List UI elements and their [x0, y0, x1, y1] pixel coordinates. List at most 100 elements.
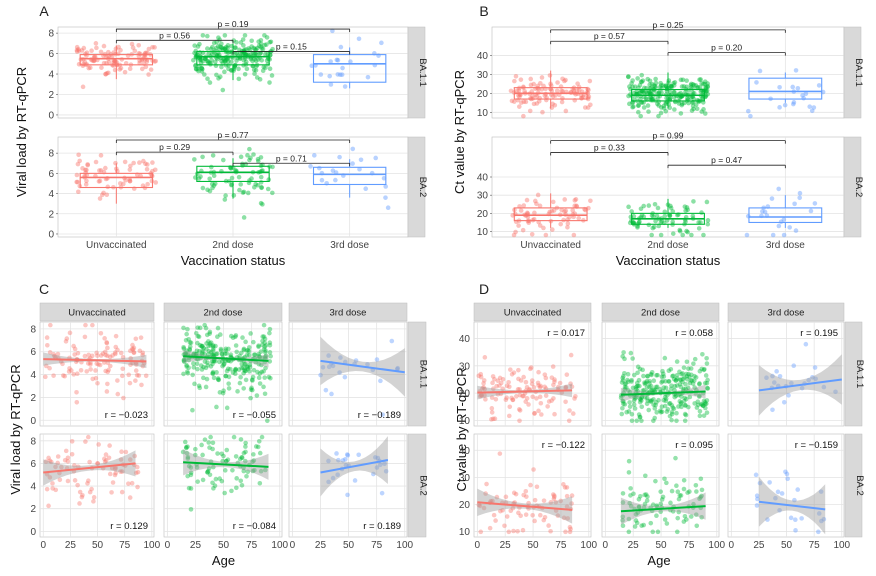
data-point: [634, 89, 639, 95]
data-point: [210, 369, 216, 375]
data-point: [700, 95, 705, 101]
data-point: [660, 378, 665, 384]
data-point: [62, 373, 67, 379]
data-point: [326, 353, 331, 358]
data-point: [649, 372, 654, 378]
data-point: [744, 232, 750, 238]
data-point: [212, 59, 218, 65]
data-point: [139, 66, 145, 72]
data-point: [535, 192, 541, 198]
data-point: [243, 52, 248, 58]
data-point: [146, 46, 152, 52]
data-point: [236, 367, 242, 372]
data-point: [523, 399, 529, 404]
data-point: [77, 489, 83, 495]
data-point: [626, 516, 632, 522]
data-point: [268, 39, 274, 45]
y-tick-label: 10: [459, 527, 471, 538]
data-point: [257, 381, 263, 386]
data-point: [636, 109, 641, 115]
data-point: [209, 57, 214, 63]
data-point: [684, 228, 689, 234]
data-point: [232, 64, 237, 70]
data-point: [653, 387, 658, 393]
data-point: [689, 372, 694, 378]
data-point: [104, 340, 109, 345]
data-point: [645, 76, 651, 82]
data-point: [121, 395, 126, 401]
data-point: [224, 351, 229, 356]
data-point: [705, 386, 711, 391]
data-point: [576, 87, 582, 93]
data-point: [702, 79, 708, 84]
data-point: [482, 393, 487, 398]
data-point: [222, 197, 228, 202]
data-point: [669, 417, 674, 423]
data-point: [219, 41, 224, 47]
data-point: [789, 380, 794, 386]
data-point: [565, 224, 570, 230]
data-point: [267, 340, 273, 345]
data-point: [131, 160, 136, 166]
data-point: [671, 406, 677, 412]
data-point: [626, 458, 632, 464]
data-point: [264, 58, 270, 63]
data-point: [115, 378, 120, 383]
data-point: [83, 167, 88, 173]
data-point: [231, 66, 237, 72]
y-tick-label: 4: [48, 189, 54, 200]
data-point: [654, 410, 660, 415]
p-value-label: p = 0.29: [159, 142, 190, 152]
data-point: [119, 449, 124, 455]
data-point: [247, 157, 252, 163]
data-point: [561, 482, 566, 487]
data-point: [671, 376, 677, 382]
facet-strip: [473, 302, 592, 322]
data-point: [254, 393, 260, 398]
data-point: [343, 456, 348, 462]
data-point: [97, 362, 103, 368]
data-point: [703, 88, 709, 94]
data-point: [256, 361, 262, 367]
data-point: [518, 208, 524, 213]
data-point: [671, 89, 677, 95]
data-point: [120, 366, 126, 372]
data-point: [203, 384, 209, 390]
data-point: [224, 458, 229, 464]
data-point: [247, 47, 253, 52]
data-point: [217, 476, 222, 481]
data-point: [663, 379, 668, 384]
data-point: [99, 192, 105, 198]
data-point: [676, 404, 681, 409]
data-point: [215, 325, 221, 331]
x-tick-label: 0: [40, 540, 46, 551]
data-point: [233, 51, 238, 57]
data-point: [65, 455, 71, 461]
y-tick-label: 40: [459, 334, 471, 345]
data-point: [690, 82, 696, 87]
data-point: [237, 47, 242, 53]
data-point: [102, 456, 107, 462]
data-point: [639, 394, 645, 400]
data-point: [98, 153, 104, 158]
data-point: [645, 90, 650, 96]
data-point: [776, 186, 782, 192]
data-point: [683, 208, 688, 214]
data-point: [529, 381, 535, 387]
data-point: [187, 340, 193, 345]
data-point: [531, 81, 537, 87]
data-point: [209, 359, 215, 364]
data-point: [641, 214, 647, 220]
data-point: [677, 381, 683, 387]
data-point: [683, 396, 689, 402]
data-point: [224, 368, 230, 374]
data-point: [210, 371, 216, 376]
data-point: [123, 178, 128, 183]
data-point: [262, 391, 268, 397]
data-point: [267, 80, 272, 85]
data-point: [702, 400, 708, 405]
data-point: [521, 492, 526, 498]
data-point: [523, 379, 529, 385]
data-point: [132, 48, 138, 54]
data-point: [106, 455, 112, 461]
